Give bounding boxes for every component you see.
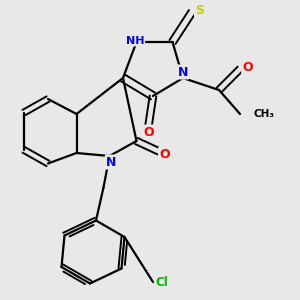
Text: NH: NH — [126, 35, 144, 46]
Text: CH₃: CH₃ — [254, 109, 274, 119]
Text: S: S — [195, 4, 204, 17]
Text: N: N — [178, 65, 188, 79]
Text: N: N — [106, 155, 116, 169]
Text: O: O — [143, 125, 154, 139]
Text: O: O — [159, 148, 170, 161]
Text: O: O — [242, 61, 253, 74]
Text: Cl: Cl — [156, 275, 168, 289]
